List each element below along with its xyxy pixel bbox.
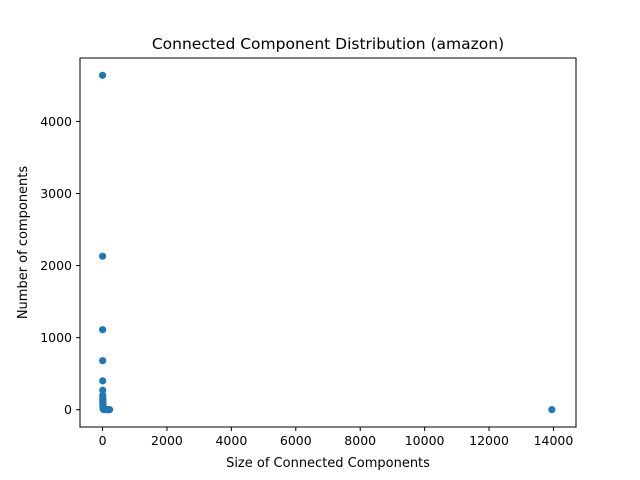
data-point bbox=[106, 406, 114, 414]
data-point bbox=[99, 357, 107, 365]
x-tick-label: 8000 bbox=[344, 433, 376, 448]
data-point bbox=[99, 386, 107, 394]
y-tick-label: 0 bbox=[64, 402, 72, 417]
x-tick-label: 6000 bbox=[280, 433, 312, 448]
data-points bbox=[98, 71, 556, 414]
y-tick-label: 1000 bbox=[40, 330, 72, 345]
axis-ticks: 0 2000 4000 6000 8000 10000 12000 14000 0 1000 200… bbox=[40, 114, 573, 448]
data-point bbox=[99, 326, 107, 334]
plot-area-frame bbox=[79, 57, 577, 428]
x-tick-label: 14000 bbox=[534, 433, 574, 448]
y-tick-label: 2000 bbox=[40, 258, 72, 273]
data-point bbox=[548, 406, 556, 414]
x-tick-label: 4000 bbox=[215, 433, 247, 448]
x-tick-label: 12000 bbox=[469, 433, 509, 448]
data-point bbox=[98, 71, 107, 79]
y-axis-label: Number of components bbox=[16, 166, 31, 320]
x-tick-label: 2000 bbox=[151, 433, 183, 448]
x-axis-label: Size of Connected Components bbox=[226, 456, 430, 471]
x-tick-label: 10000 bbox=[405, 433, 445, 448]
data-point bbox=[99, 377, 107, 385]
chart-title: Connected Component Distribution (amazon… bbox=[152, 35, 504, 53]
y-tick-label: 4000 bbox=[40, 114, 72, 129]
y-tick-label: 3000 bbox=[40, 186, 72, 201]
data-point bbox=[99, 252, 107, 260]
x-tick-label: 0 bbox=[99, 433, 107, 448]
